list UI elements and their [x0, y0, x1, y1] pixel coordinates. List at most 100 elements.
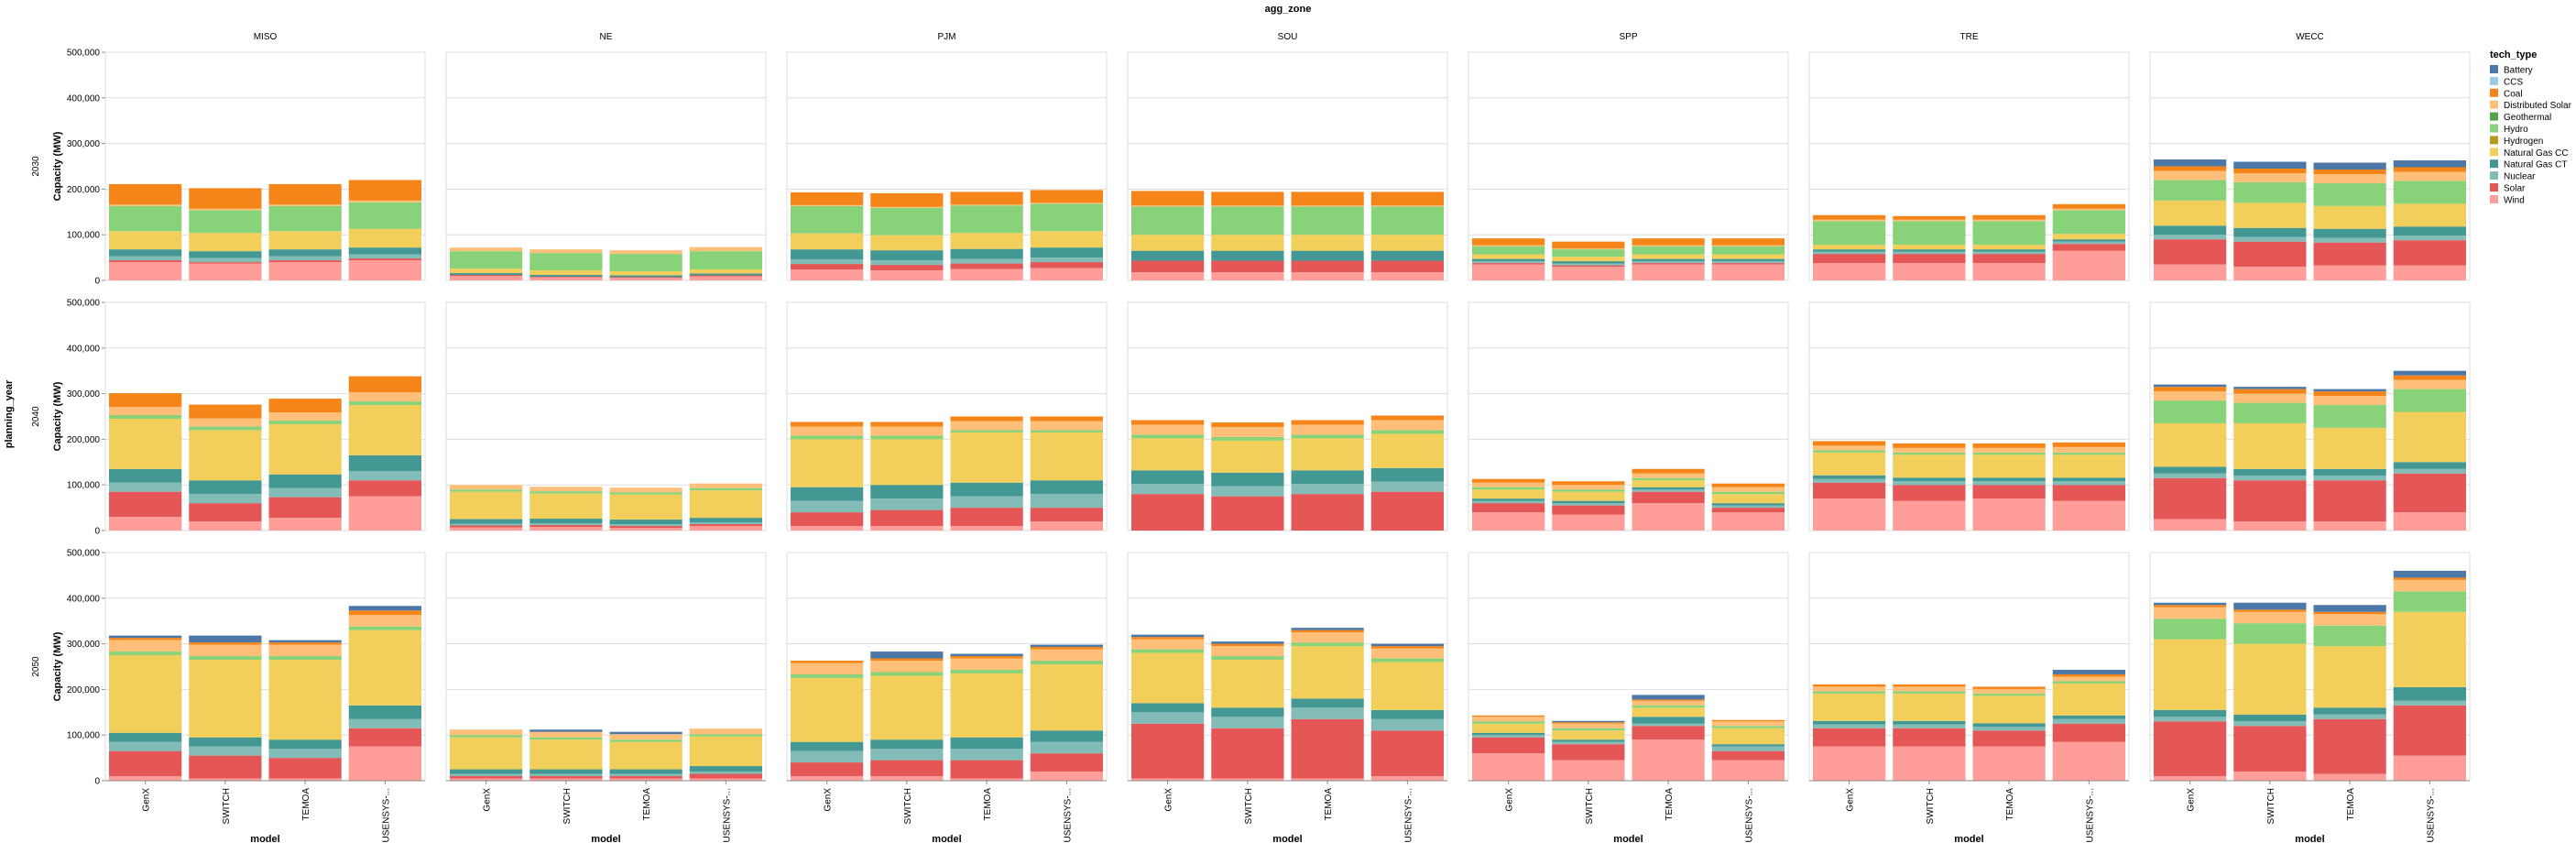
bar-segment-tre-2030-temoa-hydro: [1973, 221, 2046, 245]
bar-segment-ne-2040-temoa-distributed-solar: [610, 487, 682, 492]
bar-segment-ne-2050-genx-distributed-solar: [450, 729, 522, 735]
bar-segment-pjm-2050-usensys-nuclear: [1031, 742, 1103, 753]
bar-segment-sou-2040-genx-natural-gas-ct: [1131, 470, 1204, 484]
bar-segment-tre-2050-switch-coal: [1893, 684, 1965, 686]
bar-segment-miso-2050-genx-battery: [109, 636, 181, 638]
bar-segment-pjm-2050-switch-nuclear: [870, 749, 943, 760]
bar-segment-wecc-2030-genx-natural-gas-cc: [2154, 201, 2226, 225]
x-tick-label: GenX: [483, 788, 493, 812]
bar-segment-tre-2040-usensys-distributed-solar: [2053, 447, 2125, 453]
legend-label-ccs: CCS: [2504, 77, 2523, 87]
bar-segment-sou-2040-genx-nuclear: [1131, 484, 1204, 494]
bar-segment-wecc-2040-usensys-hydro: [2394, 389, 2466, 412]
bar-segment-wecc-2050-usensys-solar: [2394, 706, 2466, 756]
bar-segment-sou-2030-usensys-distributed-solar: [1371, 205, 1444, 206]
bar-segment-tre-2040-temoa-natural-gas-cc: [1973, 454, 2046, 477]
bar-segment-pjm-2050-switch-distributed-solar: [870, 661, 943, 672]
column-header-spp: SPP: [1619, 32, 1637, 42]
bar-segment-tre-2050-genx-wind: [1813, 747, 1885, 781]
bar-segment-wecc-2050-usensys-distributed-solar: [2394, 580, 2466, 591]
bar-segment-pjm-2040-temoa-wind: [951, 526, 1023, 531]
bar-segment-miso-2040-genx-solar: [109, 492, 181, 517]
x-tick-label: TEMOA: [642, 788, 652, 821]
bar-segment-miso-2050-usensys-natural-gas-cc: [349, 630, 421, 706]
bar-segment-pjm-2030-usensys-wind: [1031, 268, 1103, 280]
bar-segment-sou-2050-switch-natural-gas-cc: [1211, 660, 1283, 707]
bar-segment-sou-2050-switch-natural-gas-ct: [1211, 707, 1283, 717]
bar-segment-wecc-2030-temoa-natural-gas-ct: [2314, 229, 2386, 238]
bar-segment-miso-2030-switch-nuclear: [189, 258, 261, 262]
bar-segment-pjm-2030-switch-wind: [870, 270, 943, 280]
bar-segment-wecc-2050-switch-natural-gas-cc: [2233, 644, 2306, 715]
bar-segment-tre-2050-temoa-natural-gas-ct: [1973, 723, 2046, 727]
bar-segment-ne-2040-temoa-hydro: [610, 492, 682, 494]
bar-segment-sou-2050-usensys-wind: [1371, 776, 1444, 781]
bar-segment-wecc-2040-switch-natural-gas-cc: [2233, 423, 2306, 469]
bar-segment-wecc-2040-temoa-natural-gas-ct: [2314, 469, 2386, 476]
x-tick-label: SWITCH: [2266, 788, 2276, 824]
y-tick-label: 0: [94, 277, 100, 287]
bar-segment-wecc-2030-genx-solar: [2154, 239, 2226, 264]
y-axis-title: Capacity (MW): [52, 631, 63, 701]
bar-segment-sou-2040-usensys-distributed-solar: [1371, 420, 1444, 430]
bar-segment-miso-2050-usensys-solar: [349, 728, 421, 747]
bar-segment-sou-2030-temoa-solar: [1292, 261, 1364, 272]
bar-segment-tre-2030-temoa-natural-gas-ct: [1973, 249, 2046, 251]
bar-segment-sou-2050-genx-natural-gas-cc: [1131, 653, 1204, 704]
bar-segment-pjm-2050-genx-natural-gas-cc: [791, 678, 863, 742]
bar-segment-tre-2040-usensys-natural-gas-cc: [2053, 454, 2125, 477]
bar-segment-sou-2050-switch-battery: [1211, 641, 1283, 643]
bar-segment-tre-2040-usensys-natural-gas-ct: [2053, 477, 2125, 481]
bar-segment-pjm-2030-usensys-natural-gas-ct: [1031, 247, 1103, 257]
bar-segment-sou-2030-genx-hydro: [1131, 206, 1204, 235]
y-tick-label: 500,000: [67, 49, 101, 59]
bar-segment-spp-2030-temoa-solar: [1632, 263, 1705, 264]
bar-segment-wecc-2040-usensys-natural-gas-ct: [2394, 462, 2466, 468]
legend-swatch-natural-gas-ct: [2490, 159, 2498, 168]
bar-segment-spp-2050-switch-natural-gas-cc: [1552, 730, 1624, 739]
bar-segment-sou-2050-temoa-hydro: [1292, 642, 1364, 646]
bar-segment-miso-2050-switch-hydro: [189, 656, 261, 660]
bar-segment-spp-2050-switch-wind: [1552, 761, 1624, 781]
bar-segment-spp-2030-switch-natural-gas-cc: [1552, 257, 1624, 261]
bar-segment-ne-2030-switch-wind: [529, 278, 602, 280]
bar-segment-miso-2040-switch-natural-gas-cc: [189, 430, 261, 480]
bar-segment-spp-2050-switch-natural-gas-ct: [1552, 739, 1624, 741]
bar-segment-spp-2040-switch-hydro: [1552, 489, 1624, 491]
bar-segment-ne-2050-switch-solar: [529, 776, 602, 778]
column-header-sou: SOU: [1278, 32, 1298, 42]
y-axis-title: Capacity (MW): [52, 381, 63, 451]
bar-segment-wecc-2030-usensys-natural-gas-cc: [2394, 203, 2466, 226]
bar-segment-spp-2050-temoa-natural-gas-cc: [1632, 707, 1705, 717]
bar-segment-sou-2030-temoa-distributed-solar: [1292, 205, 1364, 206]
bar-segment-pjm-2030-genx-wind: [791, 269, 863, 280]
bar-segment-wecc-2040-switch-hydro: [2233, 403, 2306, 423]
bar-segment-pjm-2040-usensys-solar: [1031, 508, 1103, 521]
bar-segment-wecc-2050-usensys-hydro: [2394, 591, 2466, 611]
bar-segment-pjm-2050-usensys-natural-gas-cc: [1031, 664, 1103, 730]
bar-segment-spp-2030-temoa-hydro: [1632, 246, 1705, 255]
legend-swatch-wind: [2490, 195, 2498, 203]
y-tick-label: 400,000: [67, 344, 101, 354]
bar-segment-spp-2030-switch-nuclear: [1552, 264, 1624, 266]
x-tick-label: TEMOA: [1665, 788, 1675, 821]
bar-segment-miso-2050-genx-solar: [109, 751, 181, 776]
bar-segment-ne-2050-usensys-solar: [690, 774, 762, 779]
bar-segment-spp-2050-temoa-hydro: [1632, 706, 1705, 707]
bar-segment-wecc-2030-switch-natural-gas-ct: [2233, 228, 2306, 237]
bar-segment-wecc-2030-temoa-hydro: [2314, 183, 2386, 206]
bar-segment-miso-2030-switch-natural-gas-ct: [189, 251, 261, 257]
y-tick-label: 300,000: [67, 640, 101, 650]
bar-segment-miso-2050-switch-natural-gas-ct: [189, 738, 261, 747]
bar-segment-sou-2050-usensys-natural-gas-cc: [1371, 662, 1444, 710]
bar-segment-tre-2050-usensys-coal: [2053, 674, 2125, 676]
bar-segment-spp-2050-usensys-natural-gas-cc: [1712, 728, 1785, 744]
bar-segment-sou-2050-temoa-solar: [1292, 719, 1364, 779]
x-axis-title: model: [932, 834, 961, 845]
bar-segment-ne-2040-usensys-natural-gas-ct: [690, 518, 762, 522]
bar-segment-miso-2030-temoa-hydro: [269, 206, 342, 231]
bar-segment-sou-2050-switch-nuclear: [1211, 717, 1283, 728]
column-header-pjm: PJM: [938, 32, 956, 42]
bar-segment-tre-2040-genx-distributed-solar: [1813, 445, 1885, 450]
bar-segment-ne-2040-switch-nuclear: [529, 523, 602, 525]
